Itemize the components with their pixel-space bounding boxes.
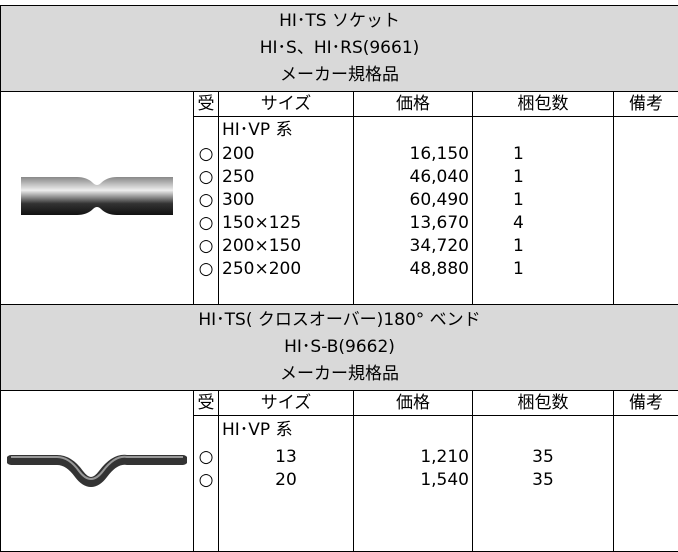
cell (194, 117, 219, 143)
cell (473, 415, 614, 445)
size: 300 (219, 189, 354, 212)
cell (354, 415, 473, 445)
price: 60,490 (354, 189, 473, 212)
column-header: 備考 (614, 92, 678, 117)
receive-mark: ○ (194, 468, 219, 491)
header-row: 受サイズ価格梱包数備考 (1, 92, 678, 117)
price: 1,540 (354, 468, 473, 491)
pack-qty: 1 (473, 258, 614, 281)
cell (194, 281, 219, 305)
size: 20 (219, 468, 354, 491)
pack-qty: 1 (473, 166, 614, 189)
column-header: 備考 (614, 390, 678, 415)
image-cell (1, 92, 194, 305)
cell (614, 491, 678, 551)
column-header: 価格 (354, 92, 473, 117)
cell (219, 281, 354, 305)
price: 13,670 (354, 212, 473, 235)
title-line: メーカー規格品 (1, 62, 678, 89)
price: 1,210 (354, 445, 473, 468)
receive-mark: ○ (194, 143, 219, 166)
size: 200×150 (219, 235, 354, 258)
remarks (614, 235, 678, 258)
title-line: HI･S、HI･RS(9661) (1, 35, 678, 62)
pack-qty: 1 (473, 235, 614, 258)
group-label: HI･VP 系 (219, 117, 354, 143)
price: 46,040 (354, 166, 473, 189)
size: 200 (219, 143, 354, 166)
price: 16,150 (354, 143, 473, 166)
cell (473, 491, 614, 551)
cell (473, 117, 614, 143)
remarks (614, 189, 678, 212)
remarks (614, 212, 678, 235)
pack-qty: 35 (473, 445, 614, 468)
column-header: 価格 (354, 390, 473, 415)
cell (614, 415, 678, 445)
price: 48,880 (354, 258, 473, 281)
pack-qty: 1 (473, 143, 614, 166)
cell (194, 491, 219, 551)
pack-qty: 1 (473, 189, 614, 212)
column-header: 受 (194, 390, 219, 415)
header-row: 受サイズ価格梱包数備考 (1, 390, 678, 415)
title-line: HI･TS( クロスオーバー)180° ベンド (1, 307, 678, 334)
title-line: メーカー規格品 (1, 361, 678, 388)
receive-mark: ○ (194, 445, 219, 468)
size: 150×125 (219, 212, 354, 235)
image-cell (1, 390, 194, 551)
column-header: 梱包数 (473, 390, 614, 415)
receive-mark: ○ (194, 212, 219, 235)
remarks (614, 445, 678, 468)
cell (473, 281, 614, 305)
size: 250 (219, 166, 354, 189)
pack-qty: 4 (473, 212, 614, 235)
cell (194, 415, 219, 445)
cell (219, 491, 354, 551)
cell (614, 117, 678, 143)
column-header: 受 (194, 92, 219, 117)
remarks (614, 258, 678, 281)
column-header: サイズ (219, 390, 354, 415)
size: 13 (219, 445, 354, 468)
pack-qty: 35 (473, 468, 614, 491)
remarks (614, 143, 678, 166)
column-header: 梱包数 (473, 92, 614, 117)
cell (354, 491, 473, 551)
column-header: サイズ (219, 92, 354, 117)
remarks (614, 166, 678, 189)
title-line: HI･S-B(9662) (1, 334, 678, 361)
size: 250×200 (219, 258, 354, 281)
bend-image (7, 438, 187, 498)
receive-mark: ○ (194, 235, 219, 258)
remarks (614, 468, 678, 491)
receive-mark: ○ (194, 189, 219, 212)
title-line: HI･TS ソケット (1, 8, 678, 35)
cell (354, 117, 473, 143)
price: 34,720 (354, 235, 473, 258)
cell (354, 281, 473, 305)
receive-mark: ○ (194, 166, 219, 189)
socket-image (17, 165, 177, 225)
group-label: HI･VP 系 (219, 415, 354, 445)
receive-mark: ○ (194, 258, 219, 281)
cell (614, 281, 678, 305)
